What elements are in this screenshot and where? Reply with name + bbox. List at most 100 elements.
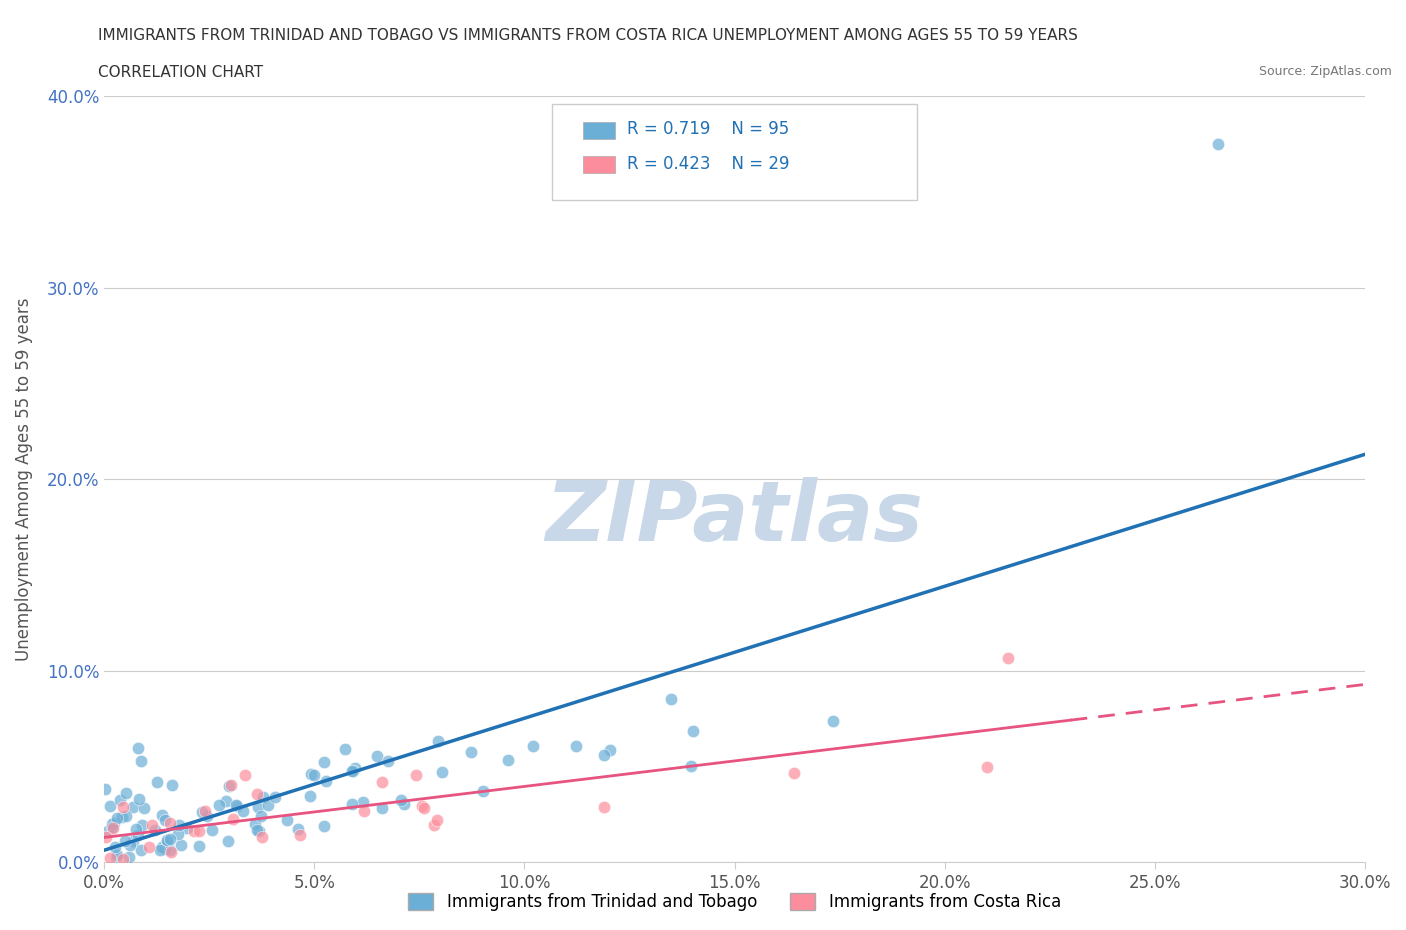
Point (114, 834, 136, 849)
Point (377, 754, 399, 769)
Point (342, 764, 364, 778)
Point (411, 799, 433, 814)
Point (522, 738, 544, 753)
Point (333, 742, 356, 757)
Point (593, 748, 616, 763)
Point (105, 811, 128, 826)
Point (138, 840, 160, 855)
Point (976, 759, 998, 774)
Point (121, 800, 143, 815)
Point (128, 792, 150, 807)
Point (219, 777, 242, 792)
Point (426, 812, 449, 827)
Point (312, 754, 335, 769)
Text: R = 0.719    N = 95: R = 0.719 N = 95 (627, 120, 790, 139)
Point (124, 821, 146, 836)
Point (118, 838, 141, 853)
Point (299, 788, 322, 803)
Point (287, 821, 309, 836)
Point (94, 830, 117, 844)
Point (659, 692, 682, 707)
Point (170, 838, 193, 853)
Text: IMMIGRANTS FROM TRINIDAD AND TOBAGO VS IMMIGRANTS FROM COSTA RICA UNEMPLOYMENT A: IMMIGRANTS FROM TRINIDAD AND TOBAGO VS I… (98, 28, 1078, 43)
Point (97, 824, 120, 839)
Point (257, 797, 280, 812)
Point (141, 817, 163, 832)
Point (288, 828, 311, 843)
Point (232, 804, 254, 818)
Point (593, 800, 616, 815)
Bar (583, 122, 614, 139)
Point (127, 828, 149, 843)
Point (188, 823, 211, 838)
Point (233, 767, 256, 782)
Point (146, 775, 169, 790)
Y-axis label: Unemployment Among Ages 55 to 59 years: Unemployment Among Ages 55 to 59 years (15, 298, 32, 661)
Point (156, 832, 179, 847)
Point (460, 744, 482, 759)
Point (821, 713, 844, 728)
Point (134, 800, 156, 815)
Point (496, 752, 519, 767)
Point (98, 799, 121, 814)
Point (315, 774, 337, 789)
Text: ZIPatlas: ZIPatlas (546, 477, 924, 558)
Point (143, 823, 166, 838)
Text: Source: ZipAtlas.com: Source: ZipAtlas.com (1258, 65, 1392, 78)
Point (183, 823, 205, 838)
Point (217, 834, 239, 849)
Point (340, 764, 363, 778)
Point (150, 807, 173, 822)
Point (340, 797, 363, 812)
Point (159, 831, 181, 846)
Point (250, 830, 273, 844)
Point (252, 790, 274, 804)
Point (427, 734, 450, 749)
Point (101, 817, 124, 831)
Point (131, 817, 153, 832)
Point (208, 798, 231, 813)
Point (366, 748, 388, 763)
Point (352, 794, 374, 809)
Point (312, 818, 335, 833)
Point (94, 781, 117, 796)
Point (599, 742, 621, 757)
Point (193, 804, 215, 818)
Point (344, 761, 367, 776)
Point (246, 823, 269, 838)
Point (394, 796, 416, 811)
Point (405, 767, 427, 782)
Point (214, 793, 236, 808)
Point (188, 838, 211, 853)
Point (681, 759, 703, 774)
Point (299, 766, 322, 781)
Point (218, 778, 240, 793)
Point (176, 820, 198, 835)
Point (131, 753, 153, 768)
Point (564, 738, 586, 753)
Point (101, 819, 124, 834)
Point (1206, 137, 1229, 152)
Point (226, 799, 249, 814)
Point (471, 784, 494, 799)
Point (167, 817, 190, 832)
FancyBboxPatch shape (551, 104, 917, 200)
Point (114, 786, 136, 801)
Point (127, 740, 149, 755)
Point (104, 840, 127, 855)
Point (104, 849, 127, 864)
Point (201, 822, 224, 837)
Point (246, 787, 269, 802)
Point (246, 799, 269, 814)
Point (103, 816, 125, 830)
Point (276, 813, 298, 828)
Point (682, 724, 704, 738)
Point (149, 843, 172, 857)
Point (389, 792, 412, 807)
Point (155, 842, 177, 857)
Legend: Immigrants from Trinidad and Tobago, Immigrants from Costa Rica: Immigrants from Trinidad and Tobago, Imm… (399, 884, 1069, 919)
Point (150, 840, 173, 855)
Point (98, 851, 121, 866)
Point (247, 824, 270, 839)
Point (105, 848, 128, 863)
